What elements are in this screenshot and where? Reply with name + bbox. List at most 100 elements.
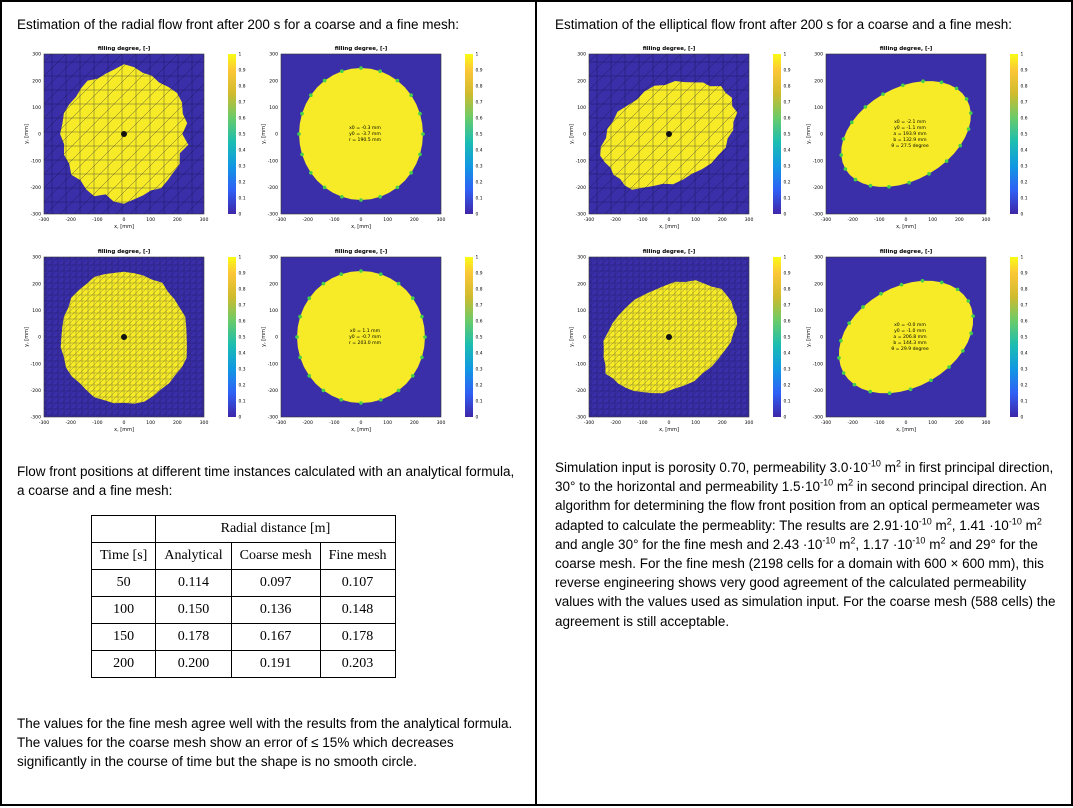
x-tick-label: 100 (383, 217, 392, 223)
x-tick-label: 0 (123, 217, 126, 223)
colorbar-tick-label: 0 (784, 415, 787, 421)
colorbar-tick-label: 0.1 (784, 196, 791, 202)
mesh-line (44, 54, 95, 105)
axes-frame (280, 256, 442, 418)
colorbar-tick-label: 0.9 (784, 68, 791, 74)
table-row: 100 0.150 0.136 0.148 (90, 596, 396, 624)
inlet-point (121, 334, 127, 340)
fit-annotation-line: r = 190.5 mm (349, 137, 382, 143)
table-cell: 0.107 (319, 569, 396, 597)
mesh-line (702, 167, 749, 214)
y-tick-label: 0 (38, 335, 41, 341)
colorbar-tick-label: 0.6 (476, 116, 483, 122)
x-tick-label: -200 (302, 420, 313, 426)
y-tick-label: 200 (577, 281, 586, 287)
front-point (421, 132, 425, 136)
y-tick-label: -200 (31, 388, 42, 394)
front-point (340, 69, 344, 74)
front-point (939, 80, 944, 85)
front-point (378, 397, 383, 402)
front-point (309, 170, 313, 175)
y-tick-label: 200 (814, 281, 823, 287)
mesh-line (44, 257, 179, 392)
fit-annotation-line: y0 = -1.1 mm (894, 125, 926, 131)
colorbar-tick-label: 0.5 (476, 335, 483, 341)
filled-region (297, 271, 425, 403)
mesh-line (119, 332, 204, 417)
y-tick-label: -200 (268, 185, 279, 191)
front-point (410, 296, 415, 301)
x-tick-label: -200 (65, 217, 76, 223)
mesh-line (44, 257, 149, 362)
y-tick-label: -200 (576, 388, 587, 394)
front-points (297, 66, 425, 202)
mesh-line (44, 54, 193, 203)
front-point (861, 305, 865, 309)
filled-area (299, 68, 423, 200)
mesh-line (167, 380, 204, 417)
x-tick-label: 100 (928, 217, 937, 223)
colorbar-tick-label: 0.8 (239, 287, 246, 293)
colorbar-tick-label: 0.8 (239, 84, 246, 90)
y-tick-label: 0 (583, 132, 586, 138)
mesh-line (589, 257, 670, 338)
y-tick-label: 300 (269, 52, 278, 58)
mesh-line (589, 257, 646, 314)
front-point (968, 111, 973, 115)
front-point (409, 93, 413, 98)
table-cell: 0.203 (319, 650, 396, 678)
mesh-line (589, 54, 682, 147)
y-tick-label: 300 (814, 52, 823, 58)
mesh-line (115, 125, 204, 214)
front-point (927, 172, 931, 176)
mesh-line (89, 302, 204, 417)
plot-title: filling degree, [-] (335, 249, 388, 255)
front-point (395, 185, 400, 190)
mesh-line (44, 257, 131, 344)
y-tick-label: 300 (269, 255, 278, 261)
y-tick-label: -100 (576, 361, 587, 367)
mesh-line (44, 54, 179, 189)
filled-region (839, 280, 973, 394)
y-tick-label: 200 (269, 78, 278, 84)
x-tick-label: 300 (745, 420, 754, 426)
colorbar-tick-label: 0.8 (784, 84, 791, 90)
mesh-line (640, 308, 749, 417)
table-group-header: Radial distance [m] (155, 515, 396, 543)
colorbar-tick-label: 0.3 (239, 164, 246, 170)
y-tick-label: -300 (813, 415, 824, 421)
mesh-line (610, 278, 749, 417)
y-tick-label: -100 (31, 158, 42, 164)
mesh-line (44, 257, 191, 404)
mesh-line (706, 374, 749, 417)
front-point (359, 269, 363, 273)
y-tick-label: -100 (576, 158, 587, 164)
mesh-line (589, 54, 696, 161)
filled-area (841, 81, 971, 187)
mesh-line (73, 83, 204, 214)
x-tick-label: -100 (874, 420, 885, 426)
colorbar-tick-label: 0.7 (476, 303, 483, 309)
mesh-line (589, 257, 736, 404)
x-tick-label: -300 (276, 420, 287, 426)
front-point (322, 185, 327, 190)
mesh-line (53, 266, 204, 417)
colorbar-tick-label: 0.2 (476, 383, 483, 389)
y-axis-label: y, [mm] (24, 327, 30, 347)
colorbar-tick-label: 0.5 (1021, 335, 1028, 341)
front-point (837, 356, 841, 360)
front-point (839, 338, 843, 343)
table-row: 200 0.200 0.191 0.203 (90, 650, 396, 678)
mesh-line (700, 368, 749, 417)
mesh-line (107, 320, 204, 417)
colorbar-tick-label: 0.1 (239, 196, 246, 202)
front-point (847, 321, 851, 325)
mesh-line (634, 302, 749, 417)
colorbar-tick-label: 0.4 (239, 351, 246, 357)
colorbar-tick-label: 0.7 (476, 100, 483, 106)
x-tick-label: -100 (329, 420, 340, 426)
mesh-line (44, 257, 89, 302)
axes-frame (43, 256, 205, 418)
colorbar-tick-label: 0.2 (476, 180, 483, 186)
